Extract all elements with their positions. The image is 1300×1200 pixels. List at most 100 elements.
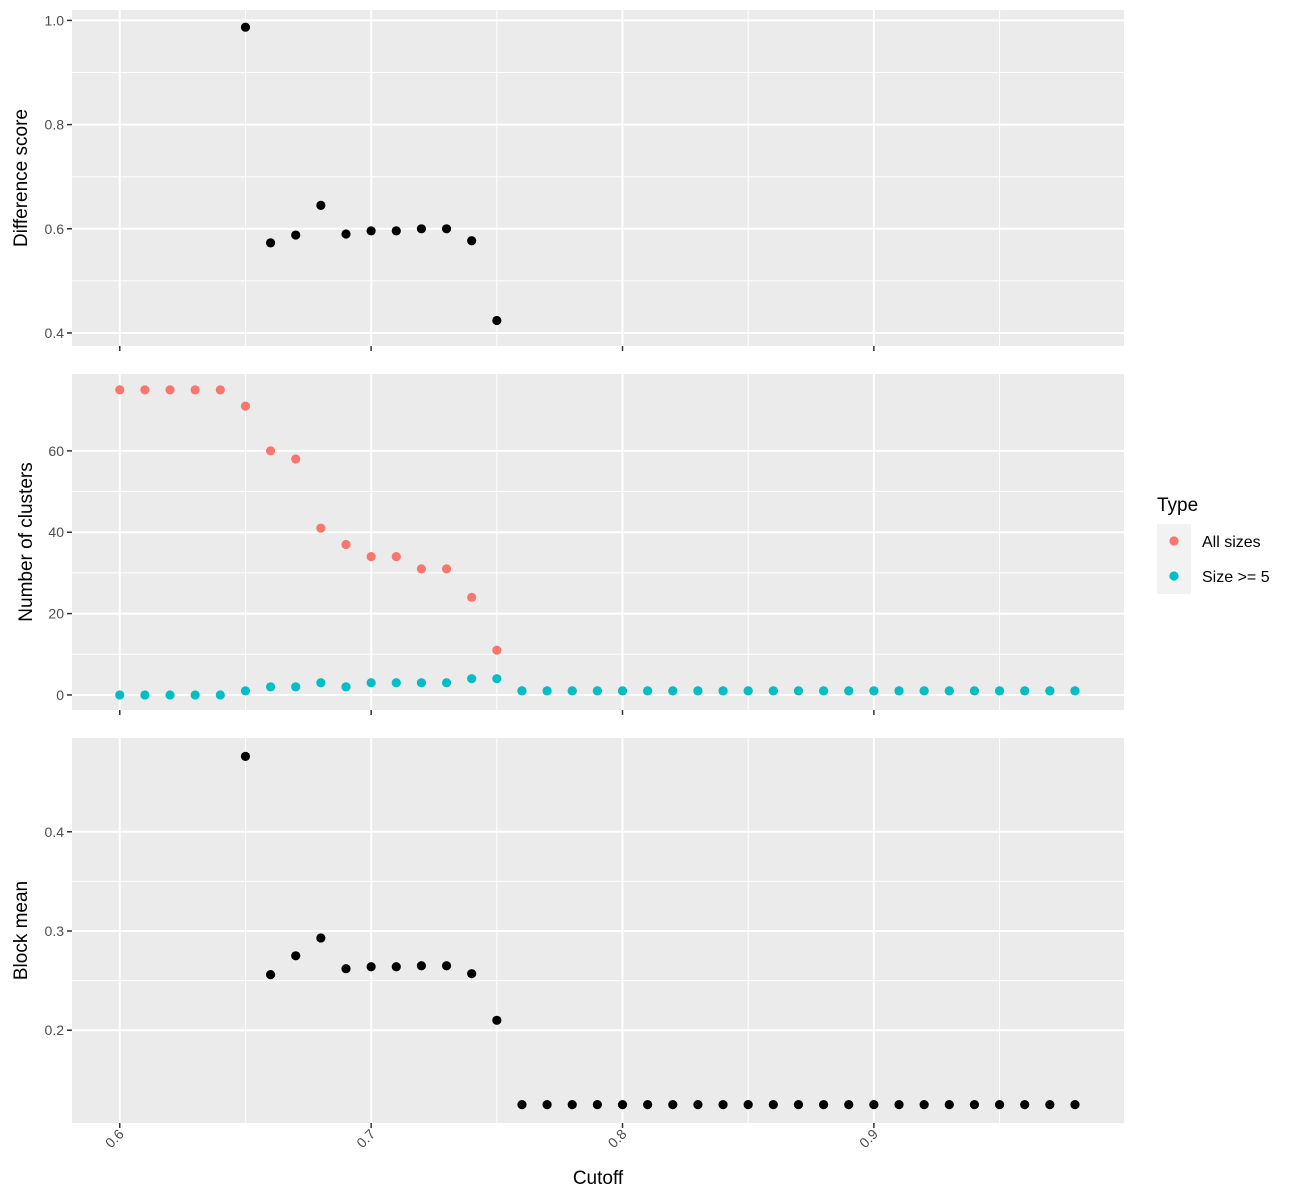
data-point (391, 962, 401, 972)
data-point (441, 678, 452, 688)
data-point (592, 1100, 602, 1110)
data-point (517, 686, 527, 696)
data-point (819, 1100, 829, 1110)
data-point (869, 686, 879, 696)
data-point (643, 686, 653, 696)
data-point (944, 1100, 954, 1110)
y-tick-label: 0.4 (45, 824, 65, 840)
data-point (215, 690, 225, 700)
data-point (416, 564, 427, 574)
y-tick-label: 0.2 (45, 1022, 65, 1038)
legend-label: Size >= 5 (1202, 569, 1270, 586)
y-tick-label: 20 (48, 606, 64, 622)
legend-title: Type (1157, 495, 1198, 516)
x-tick-label: 0.6 (102, 1126, 127, 1151)
data-point (341, 229, 351, 239)
x-axis: 0.6 0.7 0.8 0.9 (102, 1126, 881, 1151)
panel-background (72, 10, 1124, 346)
data-point (441, 961, 452, 971)
legend-key (1169, 571, 1179, 581)
data-point (366, 226, 376, 236)
data-point (617, 686, 628, 696)
data-point (517, 1100, 527, 1110)
data-point (567, 1100, 577, 1110)
y-axis-title: Difference score (11, 109, 32, 247)
data-point (240, 686, 251, 696)
data-point (467, 674, 477, 684)
data-point (1020, 1100, 1030, 1110)
data-point (844, 686, 854, 696)
data-point (467, 969, 477, 979)
data-point (693, 686, 703, 696)
data-point (265, 682, 276, 692)
data-point (919, 1100, 929, 1110)
data-point (265, 238, 276, 248)
data-point (366, 962, 376, 972)
data-point (994, 1100, 1005, 1110)
data-point (492, 645, 502, 655)
data-point (291, 682, 301, 692)
data-point (291, 230, 301, 240)
data-point (341, 539, 351, 550)
data-point (366, 552, 376, 562)
data-point (265, 446, 276, 456)
data-point (316, 523, 326, 533)
panel-clusters: 0 20 40 60 Number of clusters (16, 374, 1124, 715)
data-point (441, 224, 452, 234)
data-point (115, 690, 125, 700)
data-point (291, 454, 301, 464)
panel-background (72, 374, 1124, 710)
y-tick-label: 1.0 (45, 12, 65, 28)
data-point (391, 552, 401, 562)
data-point (140, 385, 150, 395)
data-point (919, 686, 929, 696)
data-point (1045, 686, 1055, 696)
data-point (793, 686, 804, 696)
y-tick-label: 0 (56, 687, 64, 703)
x-axis-title: Cutoff (573, 1168, 624, 1189)
data-point (467, 236, 477, 246)
data-point (316, 200, 326, 210)
data-point (768, 686, 778, 696)
data-point (240, 401, 251, 411)
y-tick-label: 0.8 (45, 117, 65, 133)
data-point (617, 1100, 628, 1110)
panel-blockmean: 0.2 0.3 0.4 Block mean (11, 738, 1124, 1128)
data-point (190, 690, 200, 700)
data-point (844, 1100, 854, 1110)
data-point (643, 1100, 653, 1110)
data-point (416, 678, 427, 688)
data-point (819, 686, 829, 696)
data-point (265, 970, 276, 980)
data-point (140, 690, 150, 700)
data-point (366, 678, 376, 688)
data-point (793, 1100, 804, 1110)
data-point (1070, 1100, 1080, 1110)
x-tick-label: 0.9 (856, 1126, 881, 1151)
data-point (115, 385, 125, 395)
data-point (215, 385, 225, 395)
data-point (869, 1100, 879, 1110)
data-point (567, 686, 577, 696)
data-point (190, 385, 200, 395)
y-axis-title: Number of clusters (16, 462, 37, 621)
y-tick-label: 0.4 (45, 325, 65, 341)
data-point (592, 686, 602, 696)
data-point (492, 315, 502, 326)
y-tick-label: 40 (48, 524, 64, 540)
x-tick-label: 0.8 (605, 1126, 630, 1151)
x-tick-label: 0.7 (353, 1126, 378, 1151)
data-point (944, 686, 954, 696)
data-point (718, 686, 728, 696)
legend: Type All sizes Size >= 5 (1157, 495, 1270, 594)
data-point (492, 1015, 502, 1025)
data-point (391, 226, 401, 236)
legend-label: All sizes (1202, 534, 1261, 551)
data-point (1045, 1100, 1055, 1110)
data-point (718, 1100, 728, 1110)
data-point (743, 686, 753, 696)
y-tick-label: 60 (48, 443, 64, 459)
legend-key-background (1157, 524, 1191, 594)
data-point (341, 964, 351, 974)
data-point (391, 678, 401, 688)
